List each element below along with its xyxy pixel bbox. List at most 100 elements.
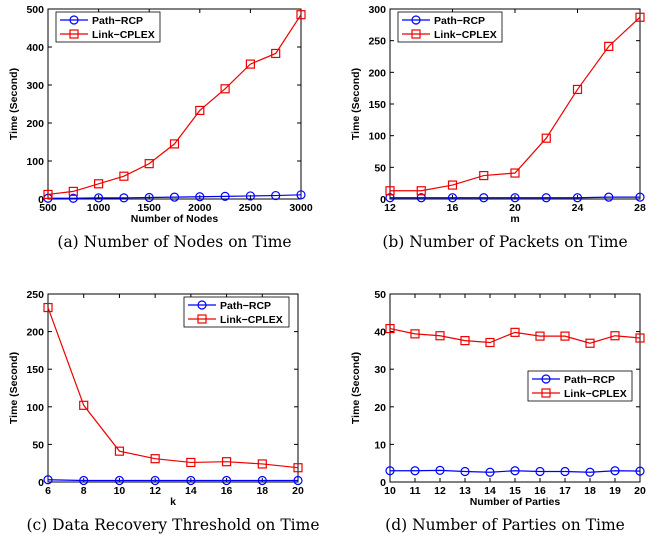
data-point-path-rcp (220, 191, 230, 201)
x-tick-label: 24 (572, 202, 584, 214)
y-tick-label: 300 (368, 4, 386, 16)
y-tick-label: 20 (374, 402, 386, 414)
data-point-link-cplex (169, 139, 180, 149)
x-axis-label: Number of Parties (470, 496, 561, 508)
data-point-path-rcp (541, 193, 551, 203)
data-point-path-rcp (43, 475, 53, 485)
data-point-link-cplex (535, 331, 545, 341)
x-tick-label: 2500 (239, 202, 263, 214)
data-point-link-cplex (43, 302, 53, 313)
data-point-link-cplex (635, 12, 645, 22)
chart-panel-a: 500 1000 1500 2000 2500 3000 0 100 200 300 400 500 N… (8, 4, 313, 251)
x-tick-label: 14 (484, 485, 496, 497)
data-point-link-cplex (68, 186, 78, 196)
y-axis-label: Time (Second) (350, 352, 362, 424)
y-tick-label: 150 (26, 364, 44, 376)
x-tick-label: 11 (409, 485, 420, 497)
y-tick-label: 100 (26, 402, 44, 414)
data-point-link-cplex (79, 400, 89, 410)
y-tick-label: 200 (26, 118, 44, 130)
y-tick-label: 50 (374, 162, 386, 174)
y-axis-label: Time (Second) (8, 352, 20, 424)
x-tick-label: 12 (384, 202, 396, 214)
y-tick-label: 10 (374, 439, 386, 451)
data-point-path-rcp (560, 466, 570, 477)
data-point-link-cplex (150, 454, 160, 464)
legend-label: Path−RCP (220, 300, 271, 312)
data-point-path-rcp (150, 475, 160, 486)
y-tick-label: 30 (374, 364, 386, 376)
y-tick-label: 50 (374, 289, 386, 301)
series-line-link-cplex (47, 307, 299, 469)
x-tick-label: 10 (384, 485, 396, 497)
data-point-link-cplex (435, 331, 445, 341)
data-point-path-rcp (585, 467, 595, 477)
data-point-link-cplex (119, 171, 129, 181)
x-tick-label: 15 (509, 485, 521, 497)
data-point-path-rcp (510, 193, 520, 203)
legend-marker-square (541, 388, 551, 398)
data-point-path-rcp (635, 466, 645, 476)
data-point-link-cplex (447, 180, 458, 190)
y-tick-label: 250 (368, 36, 386, 48)
chart-panel-b: 12 16 20 24 28 0 50 100 150 200 250 300 m Time (Secon… (350, 4, 646, 251)
data-point-link-cplex (93, 179, 104, 189)
data-point-link-cplex (485, 337, 495, 348)
x-axis-label: Number of Nodes (131, 213, 219, 225)
data-point-path-rcp (416, 193, 426, 203)
data-point-path-rcp (635, 192, 645, 202)
data-point-path-rcp (410, 466, 420, 476)
y-tick-label: 150 (368, 99, 386, 111)
data-point-path-rcp (119, 193, 129, 203)
legend-marker-circle (69, 15, 79, 25)
legend-label: Path−RCP (92, 15, 143, 27)
y-tick-label: 200 (368, 67, 386, 79)
x-tick-label: 10 (114, 485, 126, 497)
data-point-link-cplex (43, 189, 53, 200)
caption: (a) Number of Nodes on Time (57, 233, 291, 251)
data-point-link-cplex (257, 459, 267, 469)
data-point-link-cplex (144, 159, 154, 169)
data-point-path-rcp (114, 475, 125, 486)
y-tick-label: 0 (38, 477, 44, 489)
caption: (b) Number of Packets on Time (382, 233, 627, 251)
data-point-link-cplex (479, 170, 489, 181)
data-point-link-cplex (604, 41, 614, 51)
legend: Path−RCP Link−CPLEX (397, 11, 503, 43)
x-tick-label: 13 (459, 485, 471, 497)
legend-marker-square (411, 29, 421, 39)
series-line-path-rcp (390, 196, 640, 199)
data-point-path-rcp (296, 190, 306, 200)
y-tick-label: 40 (374, 327, 386, 339)
x-tick-label: 16 (221, 485, 233, 497)
data-point-path-rcp (485, 467, 495, 477)
caption: (d) Number of Parties on Time (385, 516, 625, 534)
legend-marker-circle (541, 374, 551, 384)
x-tick-label: 1000 (87, 202, 111, 214)
legend-marker-circle (197, 300, 207, 310)
data-point-link-cplex (385, 323, 395, 334)
legend: Path−RCP Link−CPLEX (55, 11, 161, 43)
legend: Path−RCP Link−CPLEX (183, 296, 290, 328)
caption: (c) Data Recovery Threshold on Time (26, 516, 319, 534)
x-tick-label: 8 (81, 485, 87, 497)
data-point-path-rcp (271, 190, 281, 201)
x-tick-label: 17 (559, 485, 571, 497)
data-point-path-rcp (572, 193, 583, 203)
data-point-path-rcp (195, 192, 205, 202)
legend-box (183, 296, 290, 328)
series-line-path-rcp (47, 479, 298, 482)
x-axis-label: m (510, 213, 519, 225)
x-axis-label: k (170, 496, 176, 508)
data-point-path-rcp (221, 475, 232, 486)
data-point-path-rcp (169, 192, 180, 202)
x-tick-label: 6 (45, 485, 51, 497)
data-point-link-cplex (510, 168, 520, 178)
y-tick-label: 0 (38, 194, 44, 206)
data-point-path-rcp (610, 466, 620, 476)
data-point-link-cplex (541, 133, 551, 143)
y-tick-label: 300 (26, 80, 44, 92)
x-tick-label: 2000 (188, 202, 212, 214)
y-tick-label: 0 (380, 194, 386, 206)
